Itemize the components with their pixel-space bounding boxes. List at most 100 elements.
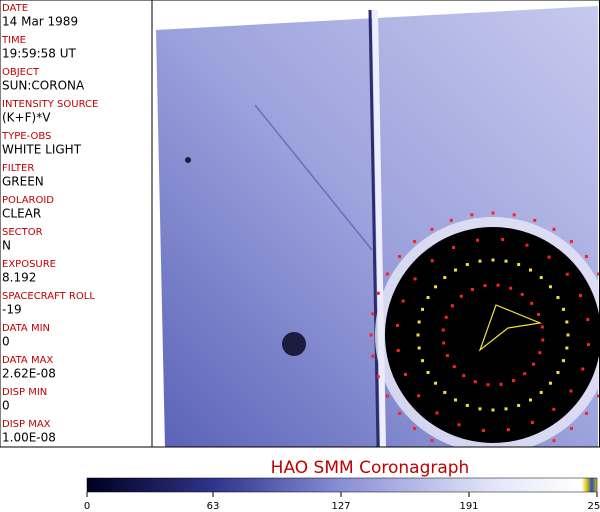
pointer <box>478 304 543 352</box>
red-dot <box>496 283 500 287</box>
yellow-dot <box>416 333 420 337</box>
field-value: 14 Mar 1989 <box>2 15 78 29</box>
red-dot <box>398 411 402 415</box>
yellow-dot <box>556 296 560 299</box>
red-dot <box>492 456 495 459</box>
field-value: GREEN <box>2 175 44 189</box>
yellow-dot <box>504 259 508 263</box>
red-dot <box>597 272 600 276</box>
red-dot <box>430 227 434 231</box>
red-dot <box>430 259 434 263</box>
red-dot <box>398 255 402 259</box>
artifact <box>185 157 191 163</box>
red-dot <box>470 454 473 457</box>
red-dot <box>473 380 477 384</box>
yellow-dot <box>478 407 482 411</box>
red-dot <box>597 394 600 398</box>
field-value: 2.62E-08 <box>2 367 56 381</box>
red-dot <box>513 454 516 457</box>
red-dot <box>547 255 551 259</box>
yellow-dot <box>491 258 495 262</box>
red-dot <box>569 426 573 430</box>
title: HAO SMM Coronagraph <box>271 458 470 478</box>
red-dot <box>584 255 588 259</box>
red-dot <box>413 277 417 281</box>
yellow-dot <box>556 371 560 374</box>
field-label: TIME <box>1 35 26 46</box>
yellow-dot <box>443 390 447 394</box>
red-dot <box>533 448 536 451</box>
field-value: 8.192 <box>2 271 36 285</box>
red-dot <box>552 227 556 231</box>
red-dot <box>565 272 569 276</box>
red-dot <box>395 323 399 327</box>
red-dot <box>581 367 585 371</box>
red-dot <box>445 354 449 358</box>
red-dot <box>579 294 583 298</box>
red-dot <box>530 421 534 425</box>
red-dot <box>532 362 536 366</box>
red-dot <box>530 301 534 305</box>
field-label: POLAROID <box>2 195 54 206</box>
yellow-dot <box>465 263 469 267</box>
red-dot <box>396 348 400 352</box>
red-dot <box>371 354 375 358</box>
field-label: DATE <box>2 3 28 14</box>
yellow-dot <box>478 259 482 263</box>
colorbar-tick-label: 63 <box>207 501 220 512</box>
field-label: TYPE-OBS <box>1 131 51 142</box>
red-dot <box>523 372 527 376</box>
yellow-dot <box>561 307 565 311</box>
red-dot <box>470 213 474 217</box>
red-dot <box>441 328 445 332</box>
red-dot <box>540 325 544 329</box>
colorbar-tick-label: 0 <box>84 501 90 512</box>
yellow-dot <box>561 359 565 363</box>
yellow-dot <box>417 320 421 324</box>
colorbar-ticks: 0 63 127 191 255 <box>84 492 600 512</box>
red-dot <box>385 272 389 276</box>
yellow-dot <box>517 403 521 407</box>
red-dot <box>413 426 417 430</box>
yellow-dot <box>426 296 430 299</box>
red-dot <box>376 375 380 379</box>
colorbar-tick-label: 255 <box>587 501 600 512</box>
yellow-dot <box>465 403 469 407</box>
field-value: N <box>2 239 11 253</box>
yellow-dot <box>565 346 569 350</box>
red-dot <box>552 407 556 411</box>
red-dot <box>501 237 505 241</box>
field-value: (K+F)*V <box>2 111 51 125</box>
red-dot <box>569 389 573 393</box>
colorbar-tick-label: 191 <box>459 501 478 512</box>
red-dot <box>442 341 446 345</box>
occulter <box>385 227 600 443</box>
red-dot <box>506 428 510 432</box>
field-label: FILTER <box>2 163 34 174</box>
info-panel <box>0 0 153 448</box>
red-dot <box>470 287 474 291</box>
field-label: DATA MIN <box>2 323 50 334</box>
red-dot <box>538 351 542 355</box>
red-dot <box>481 429 485 433</box>
yellow-dot <box>426 371 430 374</box>
red-dot <box>452 245 456 249</box>
red-dot <box>584 411 588 415</box>
red-dot <box>525 243 529 247</box>
yellow-dot <box>566 333 570 337</box>
yellow-dot <box>434 381 438 385</box>
field-label: DISP MAX <box>2 419 51 430</box>
field-label: SECTOR <box>2 227 43 238</box>
red-dot <box>430 439 434 443</box>
yellow-dot <box>417 346 421 350</box>
streak <box>254 104 373 251</box>
yellow-dot <box>434 285 438 289</box>
yellow-dot <box>454 398 457 402</box>
red-dot <box>452 365 456 369</box>
yellow-dot <box>504 407 508 411</box>
field-value: CLEAR <box>2 207 41 221</box>
field-label: EXPOSURE <box>2 259 56 270</box>
